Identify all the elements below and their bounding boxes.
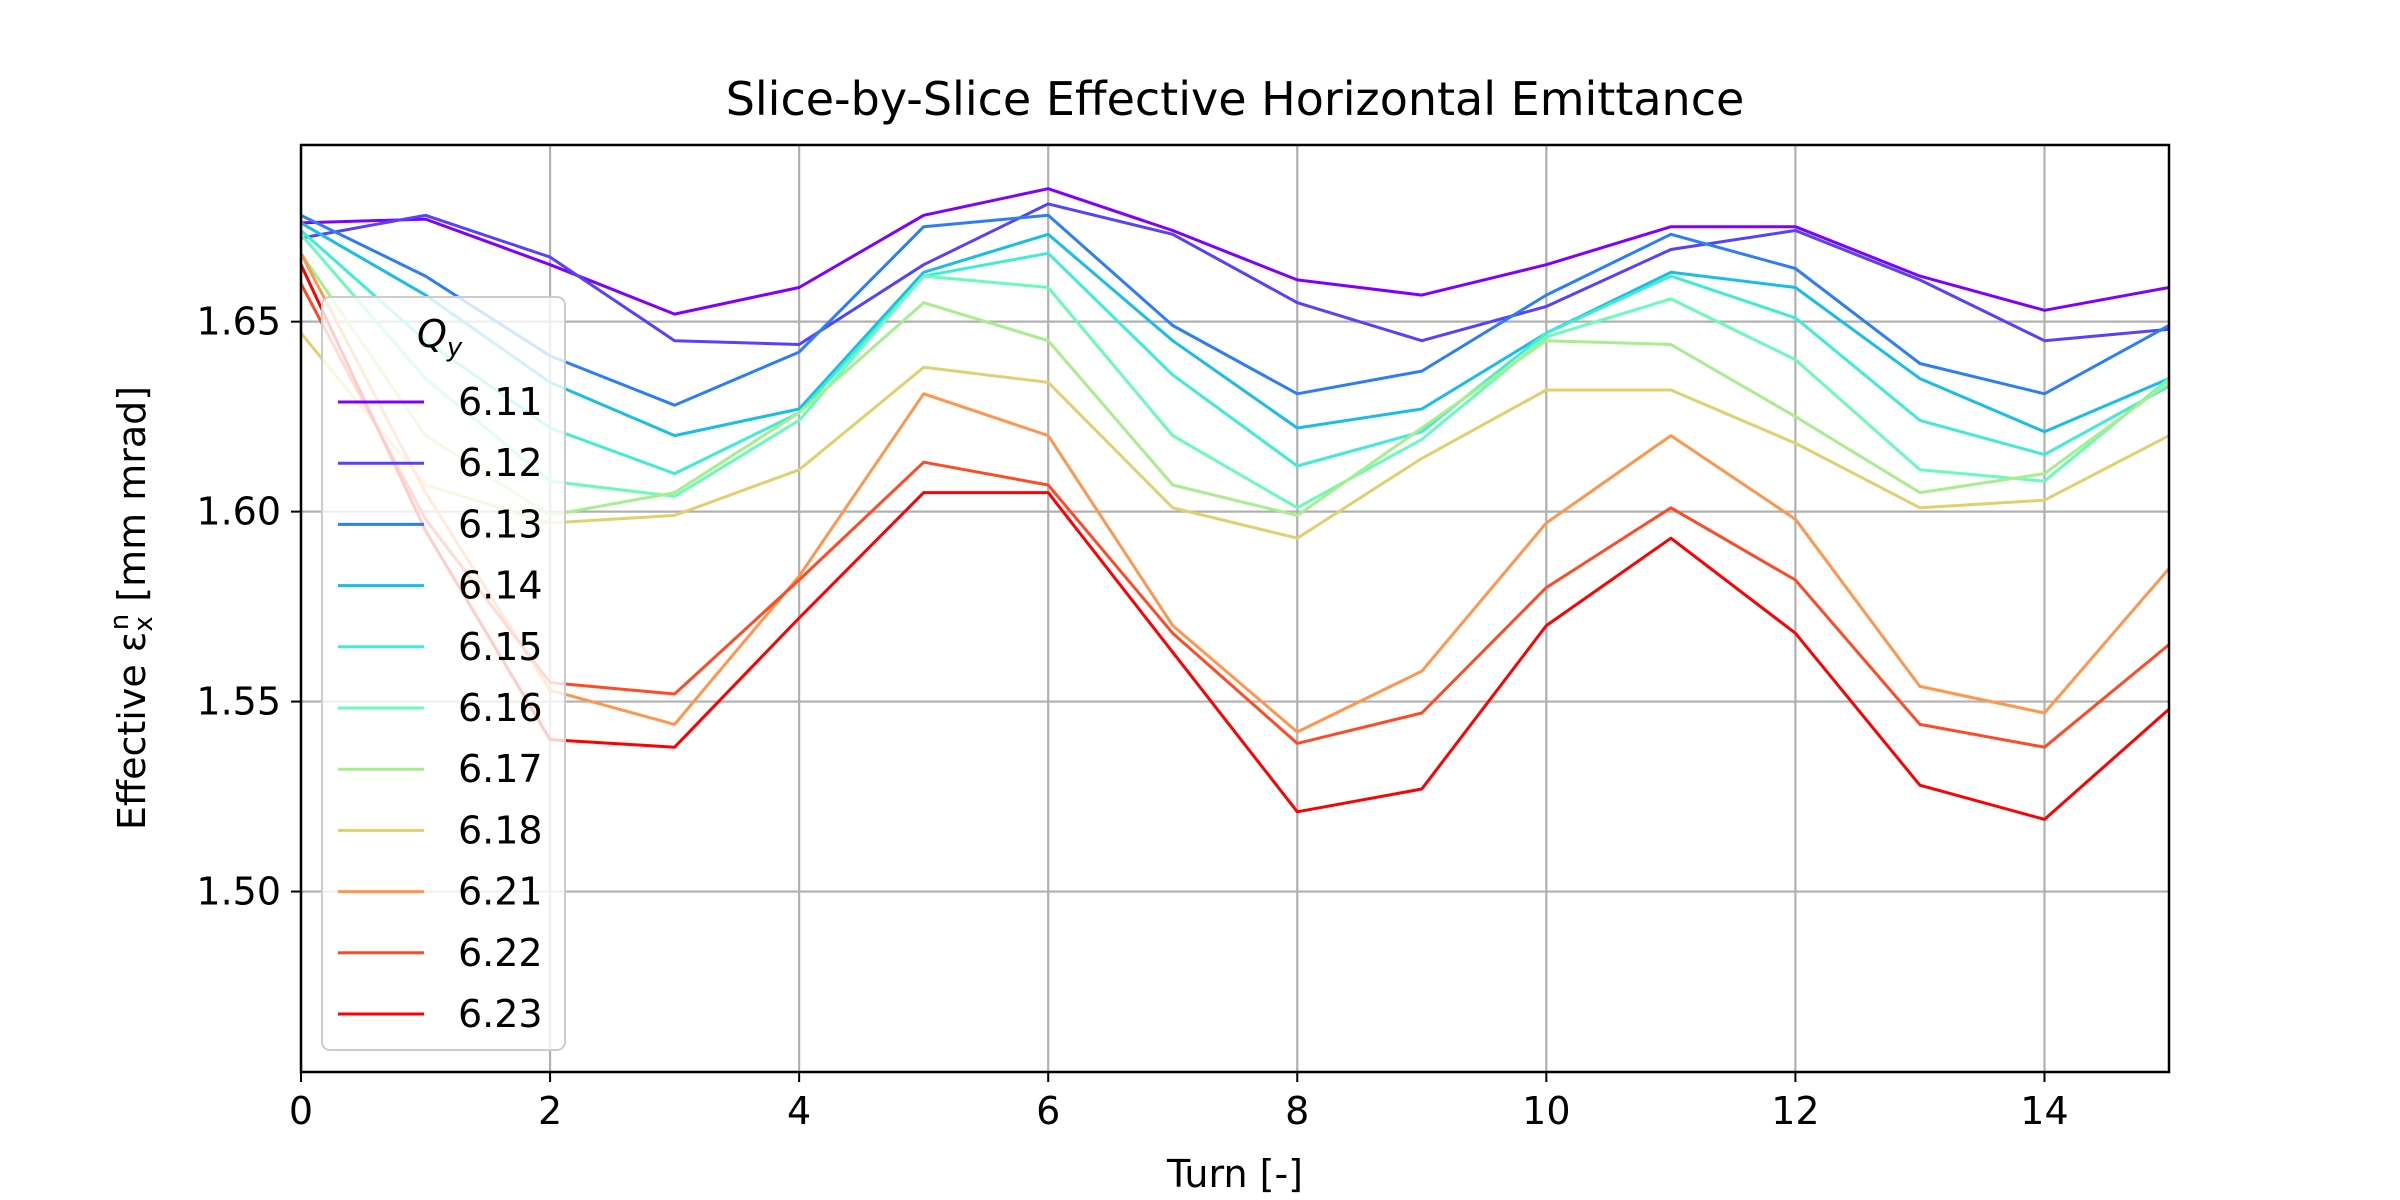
grid <box>299 145 2169 1072</box>
series-line-6-14 <box>300 221 2170 438</box>
legend-label-6-13: 6.13 <box>458 502 543 546</box>
legend-label-6-14: 6.14 <box>458 564 543 608</box>
chart-title: Slice-by-Slice Effective Horizontal Emit… <box>726 72 1745 126</box>
legend-label-6-22: 6.22 <box>458 931 543 975</box>
series-line-6-12 <box>300 202 2170 346</box>
x-axis-title: Turn [-] <box>1166 1152 1303 1196</box>
series-line-6-11 <box>300 187 2170 316</box>
legend-items: 6.11 6.12 6.13 6.14 6.15 6.16 6.17 6.18 6.21 6.22… <box>338 380 543 1036</box>
x-tick-label: 10 <box>1522 1089 1570 1133</box>
x-tick-label: 0 <box>289 1089 313 1133</box>
x-axis: 0 2 4 6 8 10 12 14 <box>289 1072 2069 1133</box>
legend-title: Qy <box>417 312 463 363</box>
y-axis-title-sup: n <box>105 614 135 630</box>
plot-frame <box>299 143 2171 1074</box>
x-tick-label: 14 <box>2020 1089 2068 1133</box>
series-line-6-23 <box>299 264 2170 821</box>
x-tick-label: 2 <box>538 1089 562 1133</box>
x-tick-label: 4 <box>787 1089 811 1133</box>
legend-label-6-15: 6.15 <box>458 625 543 669</box>
legend-label-6-12: 6.12 <box>458 441 543 485</box>
legend-label-6-16: 6.16 <box>458 686 543 730</box>
x-tick-label: 12 <box>1771 1089 1819 1133</box>
series-line-6-17 <box>299 252 2170 517</box>
y-axis-title-main: Effective ε <box>110 632 154 830</box>
y-axis-title: Effective εxn [mm mrad] <box>105 386 159 830</box>
legend-box <box>321 296 566 1051</box>
y-axis-title-sub: x <box>129 616 159 631</box>
y-axis: 1.50 1.55 1.60 1.65 <box>196 300 301 914</box>
x-tick-label: 8 <box>1285 1089 1309 1133</box>
x-tick-label: 6 <box>1036 1089 1060 1133</box>
legend-label-6-21: 6.21 <box>458 870 543 914</box>
legend-label-6-18: 6.18 <box>458 808 543 852</box>
series-line-6-16 <box>299 233 2170 510</box>
y-tick-label: 1.50 <box>196 870 281 914</box>
series-line-6-15 <box>300 229 2170 476</box>
series-lines <box>299 187 2171 821</box>
series-line-6-13 <box>300 213 2170 407</box>
series-line-6-22 <box>299 282 2170 749</box>
legend-title-main: Q <box>417 312 447 356</box>
legend-label-6-17: 6.17 <box>458 747 543 791</box>
legend-title-sub: y <box>446 333 463 363</box>
y-tick-label: 1.60 <box>196 490 281 534</box>
legend-label-6-11: 6.11 <box>458 380 543 424</box>
legend: Qy 6.116.126.136.146.156.166.176.186.216… <box>321 296 566 1051</box>
series-line-6-21 <box>299 252 2171 734</box>
legend-label-6-23: 6.23 <box>458 992 543 1036</box>
y-axis-title-unit: [mm mrad] <box>110 386 154 614</box>
y-tick-label: 1.65 <box>196 300 281 344</box>
y-tick-label: 1.55 <box>196 680 281 724</box>
series-line-6-18 <box>299 332 2170 540</box>
